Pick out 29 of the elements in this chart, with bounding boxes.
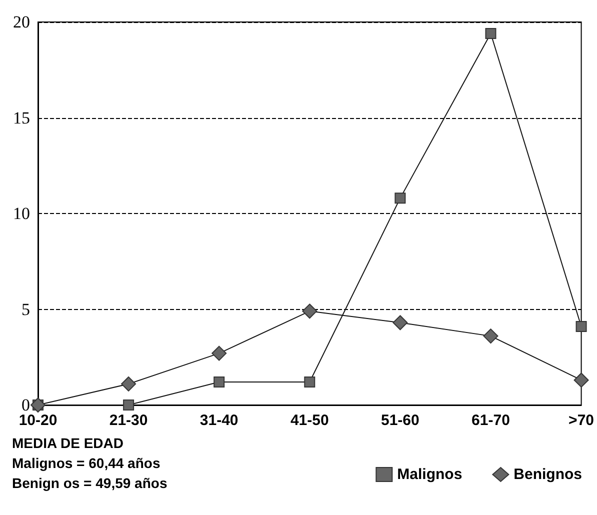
x-tick-label: 61-70 bbox=[472, 412, 510, 429]
point bbox=[394, 192, 406, 204]
text: Malignos = 60,44 años bbox=[12, 455, 160, 471]
x-tick-label: 21-30 bbox=[109, 412, 148, 429]
x-tick-label: 10-20 bbox=[18, 412, 58, 429]
x-tick-label: 31-40 bbox=[200, 412, 238, 429]
y-tick-label: 20 bbox=[13, 12, 30, 32]
x-tick-label: 41-50 bbox=[290, 412, 329, 429]
x-tick-label: 51-60 bbox=[381, 412, 420, 429]
legend-label: Malignos bbox=[397, 466, 462, 483]
y-tick-label: 5 bbox=[22, 300, 30, 319]
point bbox=[483, 328, 498, 344]
text: MEDIA DE EDAD bbox=[12, 435, 124, 451]
y-tick-label: 15 bbox=[13, 108, 30, 128]
y-tick-label: 0 bbox=[22, 396, 30, 414]
x-tick-label: >70 bbox=[568, 412, 594, 429]
y-tick-label: 10 bbox=[13, 204, 30, 223]
point bbox=[304, 376, 316, 388]
point bbox=[485, 28, 496, 39]
point bbox=[574, 372, 589, 388]
point bbox=[302, 304, 318, 319]
point bbox=[576, 320, 587, 332]
point bbox=[121, 376, 136, 392]
point bbox=[214, 376, 225, 388]
point bbox=[123, 400, 134, 410]
text: Benign os = 49,59 años bbox=[12, 475, 168, 491]
point bbox=[392, 315, 408, 330]
legend-label: Benignos bbox=[514, 466, 582, 483]
point bbox=[212, 346, 227, 361]
